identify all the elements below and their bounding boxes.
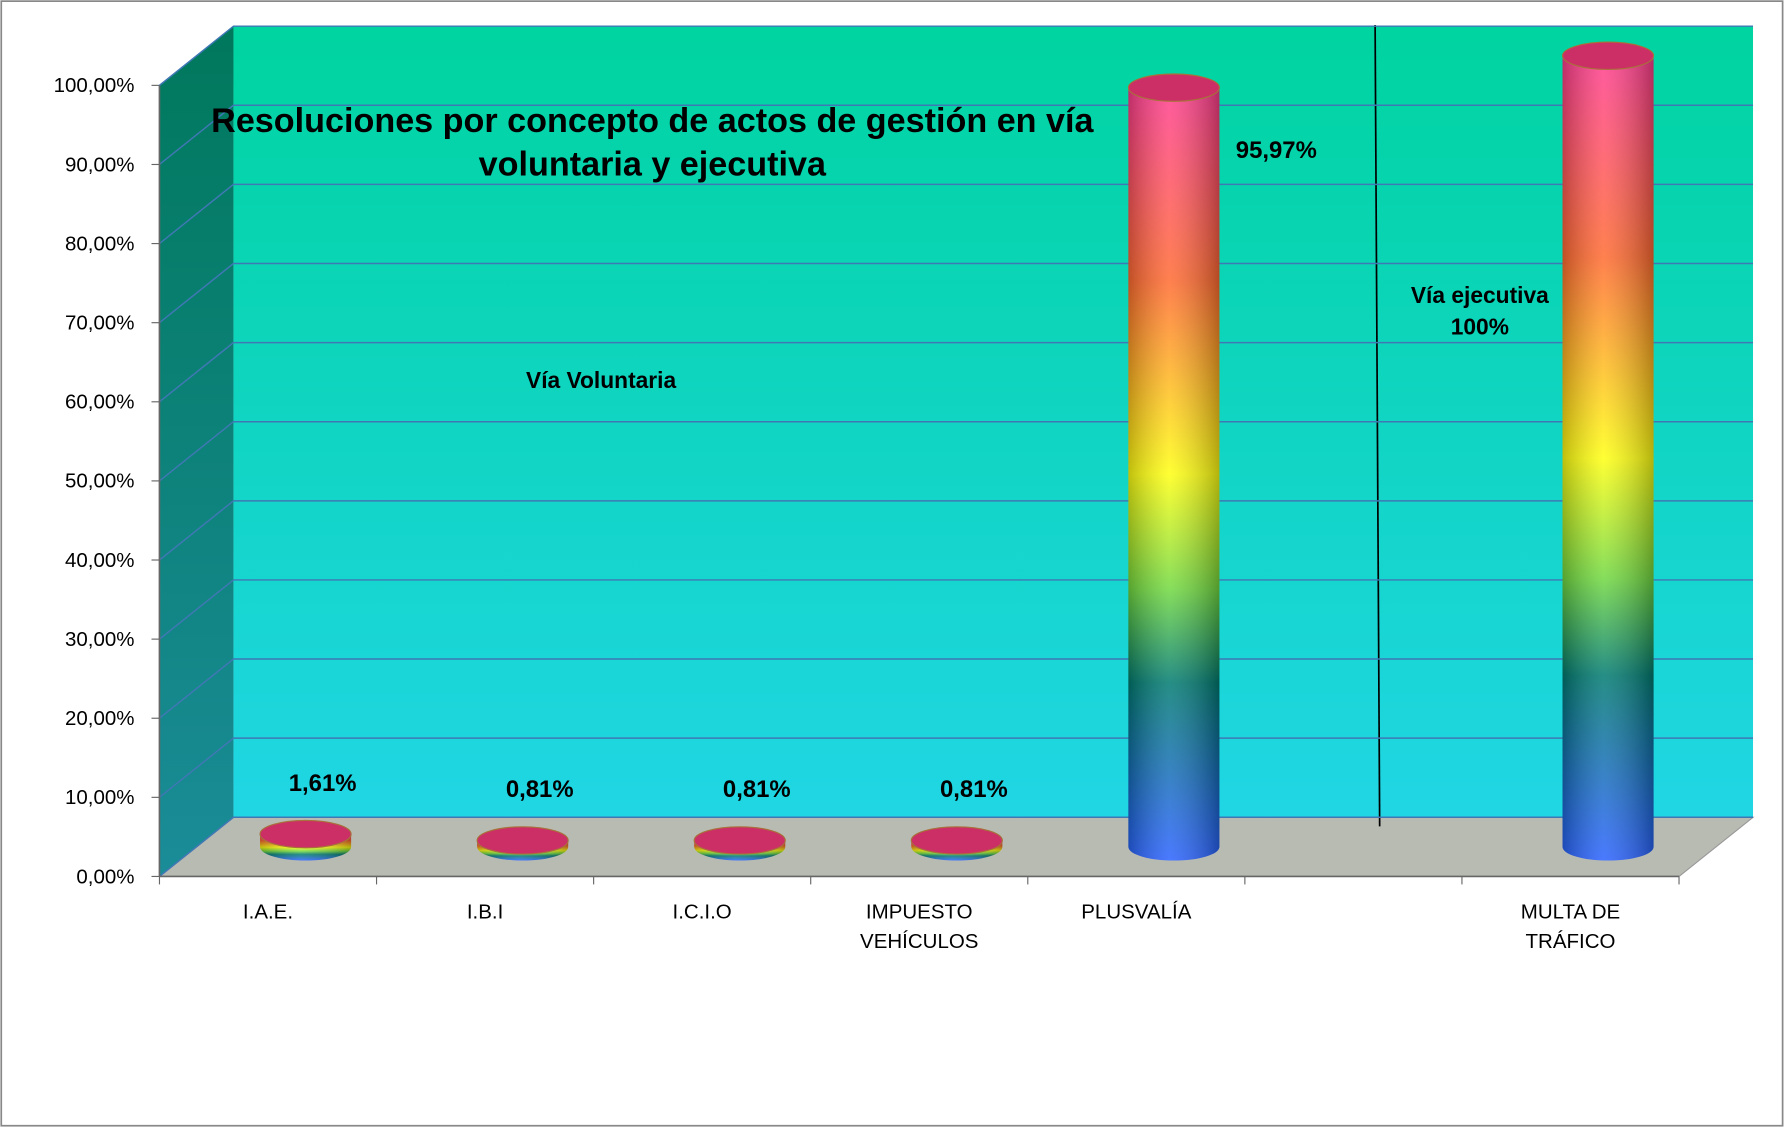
grid-line — [159, 420, 1754, 482]
x-tick-label: IMPUESTO VEHÍCULOS — [860, 900, 979, 953]
x-tick-label-box: PLUSVALÍA — [1081, 900, 1192, 924]
bar — [910, 826, 1003, 861]
x-tick-label-box: IMPUESTO VEHÍCULOS — [860, 900, 979, 953]
chart-title-box: Resoluciones por concepto de actos de ge… — [211, 102, 1094, 184]
y-tick-label: 100,00% — [54, 74, 135, 97]
y-tick-label: 10,00% — [65, 786, 134, 809]
bar-top — [910, 826, 1003, 855]
y-tick-label: 0,00% — [76, 865, 134, 888]
bar-top — [1561, 41, 1655, 71]
x-tick-label-box: I.C.I.O — [672, 900, 732, 924]
bar-top — [693, 826, 786, 855]
bar — [1127, 73, 1220, 861]
separator — [1374, 25, 1381, 827]
grid-line — [159, 25, 1754, 86]
grid-line — [159, 737, 1754, 798]
bar-shade — [1128, 87, 1220, 861]
grid-line — [159, 816, 1754, 878]
annotation: Vía Voluntaria — [526, 368, 677, 394]
x-tick-label-box: I.B.I — [466, 900, 504, 924]
value-label: 95,97% — [1236, 137, 1317, 164]
y-tick-label: 60,00% — [65, 391, 134, 414]
x-tick-label: PLUSVALÍA — [1081, 900, 1192, 924]
y-tick-label: 80,00% — [65, 232, 134, 255]
grid-line — [159, 658, 1754, 719]
x-tick-label: I.A.E. — [242, 900, 294, 924]
y-tick-label: 50,00% — [65, 470, 134, 493]
y-tick-label: 40,00% — [65, 549, 134, 572]
annotation-box: Vía Voluntaria — [526, 368, 677, 394]
grid-line — [159, 500, 1754, 561]
grid-line — [159, 341, 1754, 403]
bar — [476, 826, 569, 861]
bar — [259, 819, 352, 861]
x-tick-label-box: MULTA DE TRÁFICO — [1520, 900, 1621, 953]
chart-title: Resoluciones por concepto de actos de ge… — [211, 102, 1094, 184]
bar-top — [476, 826, 569, 855]
x-tick-label-box: I.A.E. — [242, 900, 294, 924]
bar — [1561, 41, 1655, 861]
annotation-box: Vía ejecutiva 100% — [1410, 283, 1549, 341]
value-label: 0,81% — [940, 776, 1008, 803]
y-tick-label: 20,00% — [65, 707, 134, 730]
y-tick-label: 70,00% — [65, 312, 134, 335]
annotation: Vía ejecutiva 100% — [1410, 283, 1549, 341]
x-tick-label: MULTA DE TRÁFICO — [1520, 900, 1621, 953]
y-tick-label: 90,00% — [65, 153, 134, 176]
bar-top — [1127, 73, 1220, 102]
value-label: 0,81% — [506, 776, 574, 803]
bar-shade — [1562, 55, 1654, 861]
x-tick-label: I.C.I.O — [672, 900, 732, 924]
grid-line — [159, 183, 1754, 245]
x-tick-label: I.B.I — [466, 900, 504, 924]
bar — [693, 826, 786, 861]
bar-top — [259, 819, 352, 849]
y-tick-label: 30,00% — [65, 628, 134, 651]
grid-line — [159, 104, 1754, 166]
value-label: 1,61% — [289, 770, 357, 797]
grid-line — [159, 262, 1754, 324]
grid-line — [159, 579, 1754, 640]
value-label: 0,81% — [723, 776, 791, 803]
